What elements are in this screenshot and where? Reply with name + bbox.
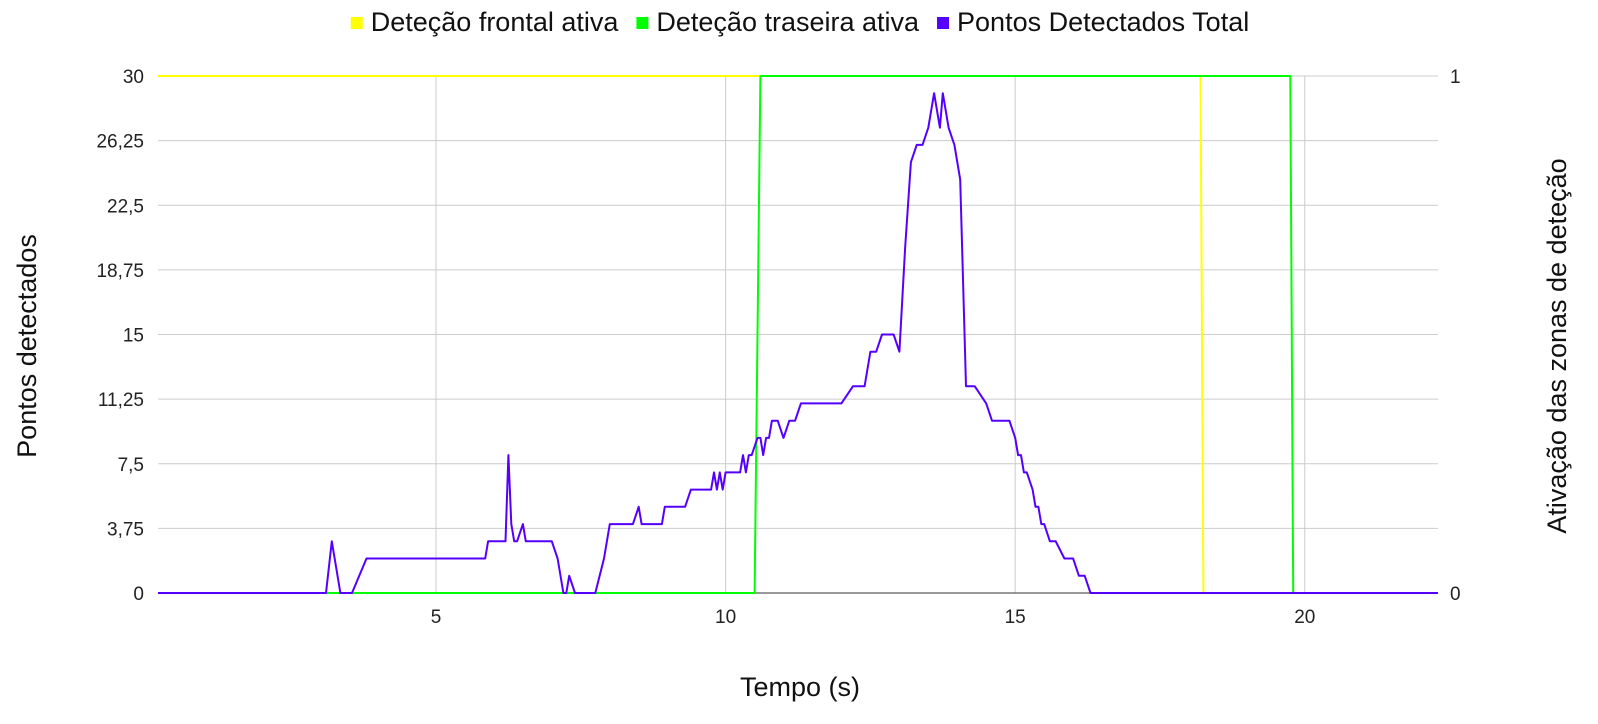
gridlines <box>158 75 1438 594</box>
legend: Deteção frontal ativa Deteção traseira at… <box>350 7 1249 37</box>
y-tick-label: 22,5 <box>107 196 144 217</box>
y-tick-label: 7,5 <box>118 455 144 476</box>
series-line-3 <box>158 92 1438 594</box>
series-lines <box>158 75 1438 594</box>
y-tick-label: 26,25 <box>96 132 144 153</box>
y2-tick-label: 1 <box>1450 67 1461 88</box>
x-axis-title: Tempo (s) <box>740 672 860 702</box>
y-tick-label: 3,75 <box>107 519 144 540</box>
x-tick-label: 15 <box>1005 607 1026 628</box>
legend-swatch <box>350 17 363 29</box>
y-axis-title: Pontos detectados <box>12 234 42 458</box>
x-tick-label: 10 <box>715 607 736 628</box>
legend-label: Pontos Detectados Total <box>957 7 1249 37</box>
legend-label: Deteção frontal ativa <box>371 7 620 37</box>
x-tick-label: 5 <box>431 607 442 628</box>
y-tick-label: 0 <box>133 584 144 605</box>
y-tick-label: 15 <box>123 326 144 347</box>
y-tick-label: 11,25 <box>98 390 144 411</box>
legend-item-2: Deteção traseira ativa <box>636 7 920 37</box>
legend-swatch <box>636 17 649 29</box>
x-tick-label: 20 <box>1294 607 1315 628</box>
legend-swatch <box>937 17 950 29</box>
legend-item-1: Deteção frontal ativa <box>350 7 620 37</box>
legend-label: Deteção traseira ativa <box>656 7 920 37</box>
legend-item-3: Pontos Detectados Total <box>937 7 1249 37</box>
y-tick-label: 18,75 <box>96 261 144 282</box>
y2-tick-label: 0 <box>1450 584 1461 605</box>
y2-axis-title: Ativação das zonas de deteção <box>1542 158 1572 533</box>
y-tick-label: 30 <box>123 67 144 88</box>
